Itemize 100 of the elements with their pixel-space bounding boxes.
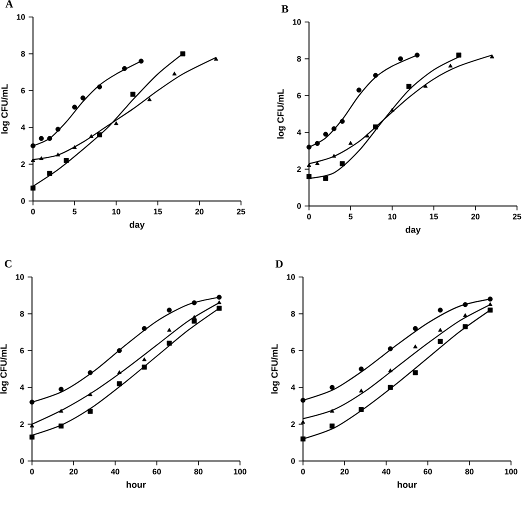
point [30, 186, 36, 191]
point [192, 300, 197, 306]
x-axis-title: day [130, 221, 145, 230]
point [47, 136, 52, 141]
point [167, 328, 172, 332]
point [438, 308, 443, 313]
point [55, 126, 60, 132]
point [356, 88, 362, 93]
y-axis-title: log CFU/mL [0, 344, 9, 394]
point [488, 302, 492, 306]
point [142, 357, 147, 362]
point [388, 368, 393, 372]
point [330, 424, 335, 429]
point [488, 296, 493, 302]
point [166, 340, 172, 346]
point [166, 308, 172, 313]
point [142, 364, 147, 370]
point [216, 294, 222, 300]
point [47, 170, 52, 176]
point [462, 324, 468, 330]
point [64, 158, 69, 164]
point [116, 381, 122, 386]
point [30, 434, 34, 440]
x-axis-title: day [406, 226, 421, 235]
point [72, 104, 78, 110]
point [72, 145, 77, 149]
point [340, 161, 345, 166]
x-axis-title: hour [126, 481, 146, 488]
point [456, 52, 462, 58]
point [300, 436, 306, 442]
point [488, 308, 493, 313]
point [58, 386, 64, 392]
point [315, 161, 320, 166]
point [412, 370, 418, 376]
point [388, 384, 393, 390]
chart-title: A [5, 0, 14, 8]
point [38, 136, 44, 141]
point [192, 314, 196, 319]
point [56, 152, 60, 156]
point [306, 163, 312, 167]
point [330, 384, 335, 390]
point [358, 366, 364, 372]
point [359, 388, 364, 392]
point [463, 313, 468, 317]
point [330, 408, 334, 413]
point [216, 306, 222, 311]
point [80, 95, 86, 100]
point [323, 132, 328, 137]
point [122, 66, 128, 72]
point [462, 302, 468, 308]
point [138, 58, 144, 64]
point [192, 318, 197, 324]
point [358, 406, 364, 412]
point [340, 118, 345, 124]
point [180, 51, 186, 56]
point [438, 328, 442, 332]
point [88, 408, 93, 414]
point [331, 126, 336, 132]
point [390, 108, 394, 112]
point [58, 408, 64, 413]
point [142, 326, 147, 332]
point [398, 56, 404, 62]
point [30, 400, 34, 405]
point [323, 176, 328, 181]
point [58, 424, 64, 429]
point [147, 97, 152, 102]
point [30, 143, 36, 148]
point [39, 156, 44, 160]
point [300, 398, 306, 403]
y-axis-title: log CFU/mL [277, 89, 286, 139]
point [97, 84, 102, 90]
point [490, 54, 494, 58]
point [332, 154, 336, 158]
point [314, 140, 320, 146]
point [217, 300, 222, 304]
point [365, 134, 370, 138]
point [348, 140, 353, 145]
point [412, 326, 418, 332]
point [172, 72, 177, 76]
point [114, 121, 118, 126]
point [388, 346, 393, 352]
chart-title: D [276, 260, 283, 268]
point [88, 392, 92, 396]
point [89, 134, 94, 138]
point [438, 338, 443, 344]
point [130, 92, 136, 97]
x-axis-title: hour [398, 481, 417, 488]
chart-title: C [4, 260, 12, 268]
point [373, 72, 378, 78]
point [306, 174, 312, 180]
point [413, 344, 418, 348]
chart-title: B [282, 5, 288, 12]
point [214, 56, 218, 61]
point [448, 64, 453, 68]
point [97, 132, 102, 138]
point [373, 124, 378, 130]
point [423, 84, 428, 88]
point [414, 52, 420, 58]
point [306, 144, 312, 150]
point [116, 348, 122, 354]
